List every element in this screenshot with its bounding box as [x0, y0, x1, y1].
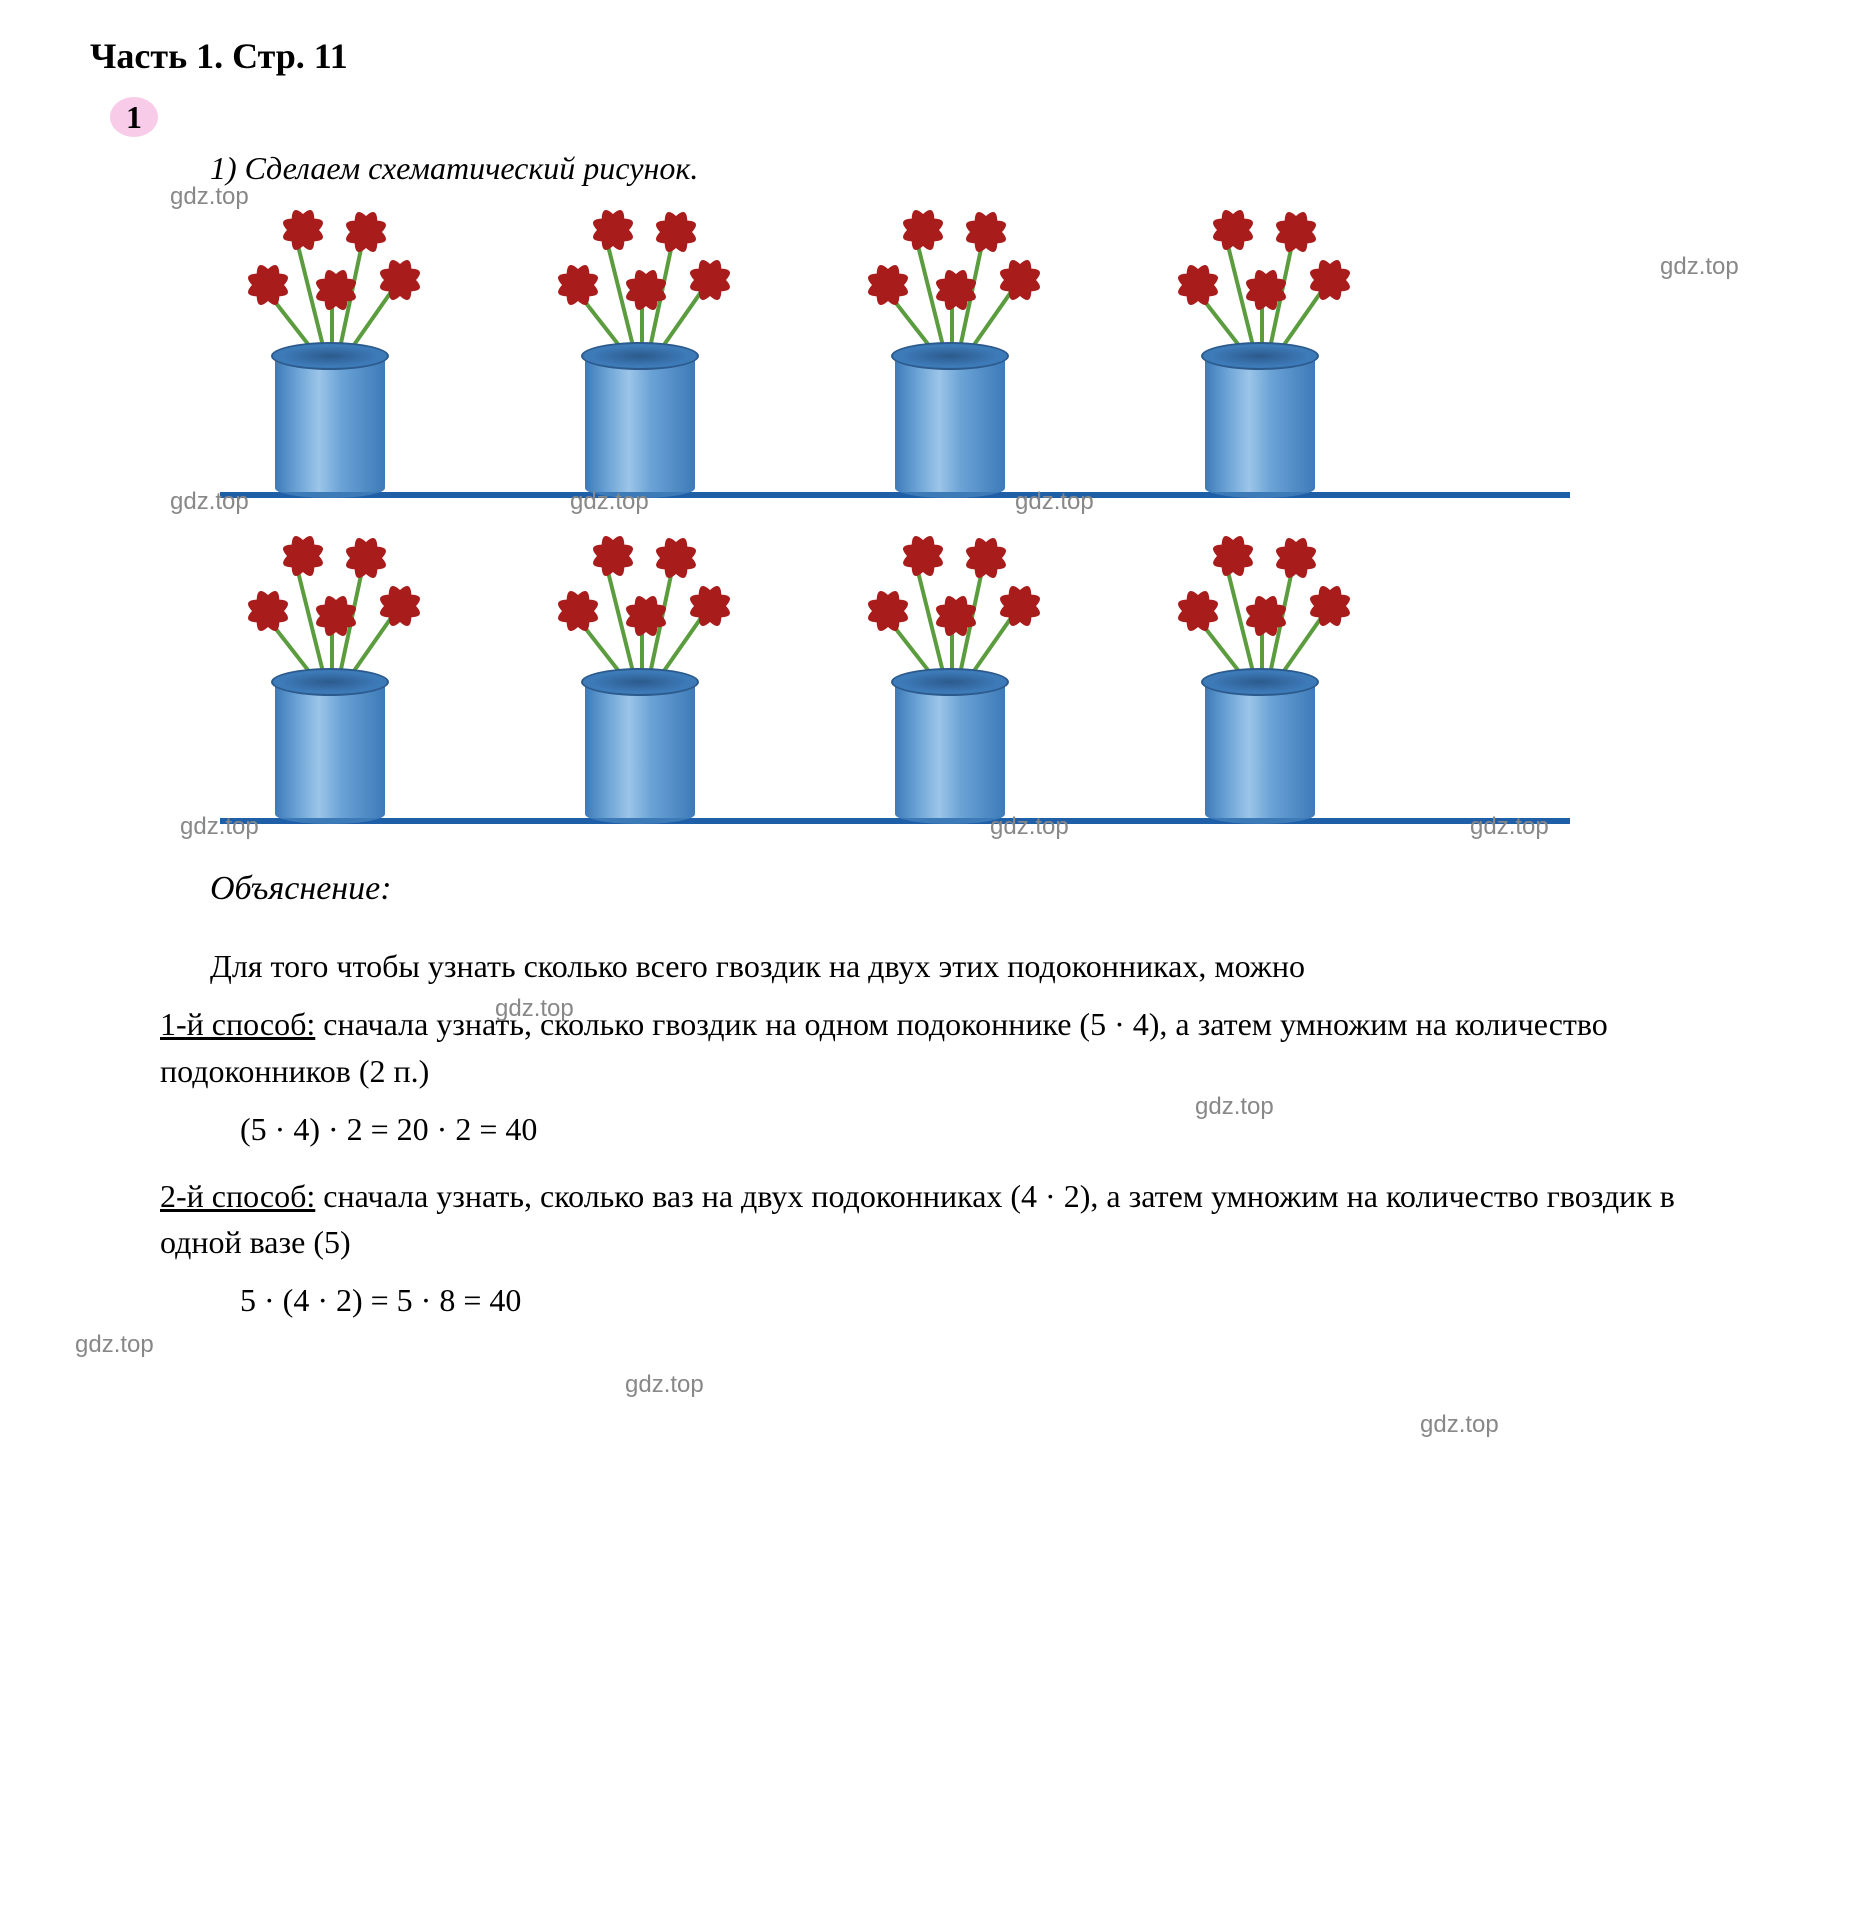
- flower-icon: [1170, 583, 1226, 639]
- method-2-text: сначала узнать, сколько ваз на двух подо…: [160, 1178, 1675, 1260]
- watermark: gdz.top: [1420, 1408, 1499, 1443]
- vase: [1150, 212, 1370, 492]
- shelf-row: [220, 212, 1570, 498]
- flower-icon: [550, 583, 606, 639]
- exercise-badge: 1: [110, 97, 158, 137]
- vase: [220, 538, 440, 818]
- explanation-title: Объяснение:: [210, 864, 1807, 913]
- watermark: gdz.top: [625, 1368, 704, 1403]
- method-1-text: сначала узнать, сколько гвоздик на одном…: [160, 1006, 1608, 1088]
- vase: [530, 212, 750, 492]
- instruction-text: 1) Сделаем схематический рисунок.: [210, 145, 1807, 191]
- method-2: 2-й способ: сначала узнать, сколько ваз …: [160, 1173, 1747, 1266]
- watermark: gdz.top: [75, 1328, 154, 1363]
- flower-icon: [860, 257, 916, 313]
- flower-icon: [1205, 202, 1261, 258]
- flower-icon: [928, 262, 984, 318]
- page-header: Часть 1. Стр. 11: [90, 30, 1807, 82]
- flower-icon: [992, 252, 1048, 308]
- vase: [840, 538, 1060, 818]
- shelf-row: [220, 538, 1570, 824]
- flower-icon: [275, 202, 331, 258]
- vase: [220, 212, 440, 492]
- flower-icon: [682, 578, 738, 634]
- flower-icon: [275, 528, 331, 584]
- flower-icon: [895, 528, 951, 584]
- flower-icon: [585, 528, 641, 584]
- flower-icon: [682, 252, 738, 308]
- flower-icon: [992, 578, 1048, 634]
- intro-paragraph: Для того чтобы узнать сколько всего гвоз…: [160, 943, 1747, 989]
- flower-icon: [618, 262, 674, 318]
- method-1-label: 1-й способ:: [160, 1006, 315, 1042]
- flower-icon: [895, 202, 951, 258]
- flower-icon: [308, 262, 364, 318]
- method-1: 1-й способ: сначала узнать, сколько гвоз…: [160, 1001, 1747, 1094]
- vase: [530, 538, 750, 818]
- vase-diagram: [220, 212, 1807, 824]
- flower-icon: [860, 583, 916, 639]
- flower-icon: [585, 202, 641, 258]
- flower-icon: [372, 578, 428, 634]
- flower-icon: [240, 257, 296, 313]
- method-2-label: 2-й способ:: [160, 1178, 315, 1214]
- flower-icon: [1302, 252, 1358, 308]
- flower-icon: [550, 257, 606, 313]
- vase: [840, 212, 1060, 492]
- page: Часть 1. Стр. 11 1 1) Сделаем схематичес…: [50, 30, 1807, 1324]
- flower-icon: [372, 252, 428, 308]
- flower-icon: [1302, 578, 1358, 634]
- flower-icon: [1170, 257, 1226, 313]
- method-2-formula: 5 · (4 · 2) = 5 · 8 = 40: [240, 1277, 1807, 1323]
- flower-icon: [1238, 588, 1294, 644]
- flower-icon: [618, 588, 674, 644]
- flower-icon: [240, 583, 296, 639]
- flower-icon: [1238, 262, 1294, 318]
- vase: [1150, 538, 1370, 818]
- flower-icon: [928, 588, 984, 644]
- flower-icon: [1205, 528, 1261, 584]
- flower-icon: [308, 588, 364, 644]
- method-1-formula: (5 · 4) · 2 = 20 · 2 = 40: [240, 1106, 1807, 1152]
